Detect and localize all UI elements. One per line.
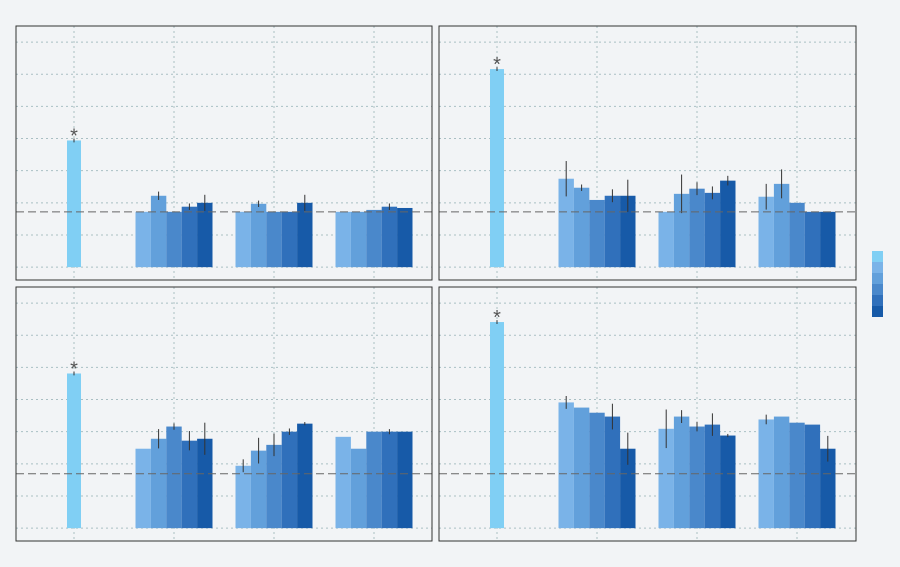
bar — [604, 195, 621, 268]
bar — [366, 431, 382, 529]
bar — [381, 206, 398, 268]
bar — [150, 438, 167, 529]
bar — [658, 211, 674, 268]
bar — [335, 436, 351, 529]
bar — [181, 440, 198, 529]
bar — [397, 207, 413, 268]
bar — [250, 203, 267, 268]
legend-swatch — [872, 273, 883, 284]
bar — [381, 431, 398, 529]
legend-swatch — [872, 251, 883, 262]
bar — [773, 183, 790, 268]
bar — [658, 428, 674, 529]
bar — [197, 438, 213, 529]
bar — [490, 69, 504, 268]
bar — [150, 195, 167, 268]
bar — [67, 373, 81, 529]
bar — [704, 424, 721, 529]
bar — [135, 211, 151, 268]
legend-swatch — [872, 284, 883, 295]
bar — [135, 448, 151, 529]
legend-swatch — [872, 306, 883, 317]
bar — [620, 195, 636, 268]
bar — [366, 209, 382, 268]
significance-mark: * — [493, 54, 501, 76]
bar — [573, 407, 590, 529]
bar — [789, 422, 805, 529]
bar — [820, 211, 836, 268]
bar — [804, 424, 821, 529]
bar — [266, 211, 282, 268]
bar — [720, 180, 736, 268]
bar — [166, 426, 182, 529]
bar — [350, 211, 367, 268]
bar — [589, 199, 605, 268]
bar — [758, 196, 774, 268]
bar — [773, 416, 790, 529]
bar — [250, 450, 267, 529]
bar — [181, 206, 198, 268]
panel-frame — [438, 286, 857, 542]
bar — [397, 431, 413, 529]
legend-swatch — [872, 295, 883, 306]
bar — [235, 465, 251, 529]
bar — [166, 211, 182, 268]
bar — [589, 412, 605, 529]
bar — [620, 448, 636, 529]
panel-frame — [15, 25, 433, 281]
bar — [689, 188, 705, 268]
panel-frame — [15, 286, 433, 542]
bar — [804, 211, 821, 268]
bar — [281, 431, 298, 529]
bar — [297, 423, 313, 529]
bar — [281, 211, 298, 268]
bar — [820, 448, 836, 529]
significance-mark: * — [493, 307, 501, 329]
bar — [789, 202, 805, 268]
bar — [235, 211, 251, 268]
bar — [673, 416, 690, 529]
bar — [490, 322, 504, 529]
panel-frame — [438, 25, 857, 281]
bar — [266, 444, 282, 529]
bar — [689, 426, 705, 529]
bar — [350, 448, 367, 529]
bar — [558, 178, 574, 268]
legend-swatch — [872, 262, 883, 273]
significance-mark: * — [70, 359, 78, 381]
bar — [720, 435, 736, 529]
significance-mark: * — [70, 126, 78, 148]
bar — [335, 211, 351, 268]
bar — [297, 202, 313, 268]
bar — [573, 187, 590, 268]
bar — [604, 416, 621, 529]
bar — [67, 140, 81, 268]
bar — [558, 402, 574, 529]
bar — [704, 192, 721, 268]
bar — [197, 202, 213, 268]
